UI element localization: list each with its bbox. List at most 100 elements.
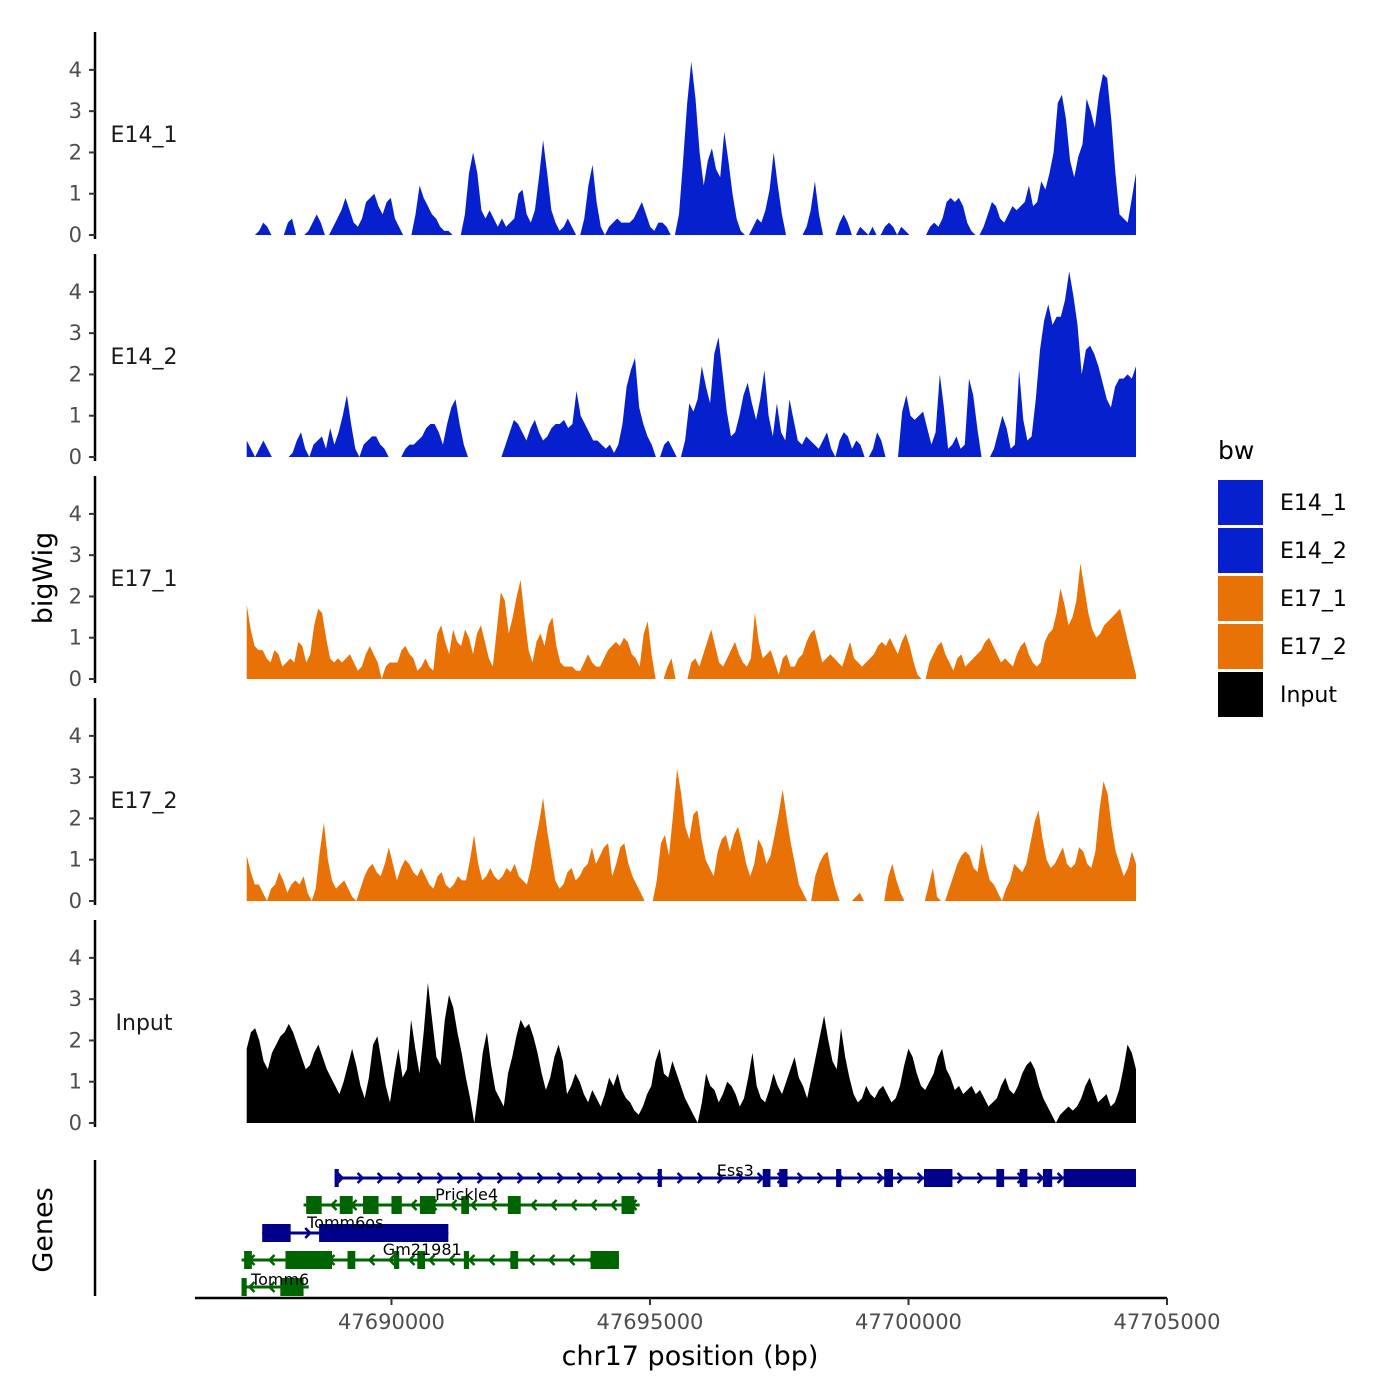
y-tick-label: 4 <box>69 280 82 304</box>
strand-arrow <box>416 1172 425 1184</box>
strand-arrow <box>456 1172 465 1184</box>
y-tick-label: 4 <box>69 58 82 82</box>
y-tick-label: 2 <box>69 1028 82 1052</box>
exon <box>419 1196 436 1214</box>
exon <box>590 1251 619 1269</box>
exon <box>391 1196 402 1214</box>
exon <box>924 1169 953 1187</box>
legend-label-e14_1: E14_1 <box>1280 491 1347 516</box>
strand-arrow <box>527 1254 536 1266</box>
strand-arrow <box>449 1199 458 1211</box>
strand-arrow <box>329 1199 338 1211</box>
exon <box>779 1169 788 1187</box>
strand-arrow <box>467 1254 476 1266</box>
signal-area-e14_2 <box>246 271 1136 457</box>
exon <box>463 1251 470 1269</box>
strand-arrow <box>596 1172 605 1184</box>
strand-arrow <box>916 1172 925 1184</box>
legend-label-e14_2: E14_2 <box>1280 539 1347 564</box>
exon <box>510 1251 519 1269</box>
exon <box>334 1169 339 1187</box>
exon <box>836 1169 842 1187</box>
strand-arrow <box>487 1254 496 1266</box>
strand-arrow <box>267 1281 276 1293</box>
y-tick-label: 1 <box>69 848 82 872</box>
x-tick-label: 47690000 <box>338 1310 445 1334</box>
exon <box>657 1169 662 1187</box>
exon <box>996 1169 1005 1187</box>
panel-e14_2: 0 1 2 3 4 E14_2 <box>69 254 1136 469</box>
y-tick-label: 1 <box>69 1070 82 1094</box>
legend-swatch-e17_1 <box>1218 576 1263 621</box>
track-label-e17_2: E17_2 <box>111 789 178 814</box>
y-tick-label: 4 <box>69 724 82 748</box>
strand-arrow <box>267 1254 276 1266</box>
y-tick-label: 1 <box>69 404 82 428</box>
strand-arrow <box>736 1172 745 1184</box>
strand-arrow <box>756 1172 765 1184</box>
panel-e14_1: 0 1 2 3 4 E14_1 <box>69 32 1136 247</box>
legend-label-e17_2: E17_2 <box>1280 635 1347 660</box>
exon <box>285 1251 333 1269</box>
legend-label-e17_1: E17_1 <box>1280 587 1347 612</box>
legend-label-input: Input <box>1280 683 1337 708</box>
y-tick-label: 4 <box>69 502 82 526</box>
y-tick-label: 3 <box>69 543 82 567</box>
y-tick-label: 4 <box>69 946 82 970</box>
strand-arrow <box>516 1172 525 1184</box>
exon <box>306 1196 322 1214</box>
y-tick-label: 2 <box>69 140 82 164</box>
gene-tomm6os: Tomm6os <box>262 1213 449 1242</box>
strand-arrow <box>476 1172 485 1184</box>
y-tick-label: 1 <box>69 182 82 206</box>
track-panels: 0 1 2 3 4 E14_1 0 1 2 3 4 E14_2 0 1 2 3 4 E17_1 0 1 2 3 4 E17_2… <box>69 32 1136 1135</box>
strand-arrow <box>556 1172 565 1184</box>
gene-label: Tomm6 <box>250 1270 309 1289</box>
strand-arrow <box>816 1172 825 1184</box>
strand-arrow <box>876 1172 885 1184</box>
y-tick-label: 2 <box>69 806 82 830</box>
track-label-input: Input <box>116 1011 173 1036</box>
exon <box>762 1169 771 1187</box>
strand-arrow <box>469 1199 478 1211</box>
strand-arrow <box>409 1199 418 1211</box>
y-tick-label: 2 <box>69 362 82 386</box>
strand-arrow <box>387 1254 396 1266</box>
strand-arrow <box>367 1254 376 1266</box>
gene-tomm6: Tomm6 <box>241 1270 309 1296</box>
y-tick-label: 3 <box>69 321 82 345</box>
y-tick-label: 0 <box>69 1111 82 1135</box>
panel-e17_1: 0 1 2 3 4 E17_1 <box>69 476 1136 691</box>
gene-label: Gm21981 <box>383 1240 462 1259</box>
gene-ess3: Ess3 <box>334 1161 1136 1187</box>
signal-area-e17_2 <box>246 768 1136 901</box>
x-axis-title: chr17 position (bp) <box>562 1341 819 1372</box>
track-label-e17_1: E17_1 <box>111 567 178 592</box>
y-tick-label: 0 <box>69 667 82 691</box>
strand-arrow <box>567 1254 576 1266</box>
x-axis: 47690000 47695000 47700000 47705000 <box>195 1296 1221 1334</box>
strand-arrow <box>356 1172 365 1184</box>
strand-arrow <box>489 1199 498 1211</box>
gene-prickle4: Prickle4 <box>303 1185 640 1214</box>
strand-arrow <box>569 1199 578 1211</box>
x-tick-label: 47705000 <box>1114 1310 1221 1334</box>
y-tick-label: 3 <box>69 765 82 789</box>
exon <box>241 1278 247 1296</box>
strand-arrow <box>436 1172 445 1184</box>
x-tick-label: 47695000 <box>597 1310 704 1334</box>
gene-gm21981: Gm21981 <box>241 1240 619 1269</box>
signal-area-e17_1 <box>246 563 1136 679</box>
strand-arrow <box>576 1172 585 1184</box>
y-tick-label: 3 <box>69 987 82 1011</box>
strand-arrow <box>616 1172 625 1184</box>
exon <box>394 1251 400 1269</box>
strand-arrow <box>1036 1172 1045 1184</box>
strand-arrow <box>956 1172 965 1184</box>
strand-arrow <box>676 1172 685 1184</box>
gene-label: Prickle4 <box>435 1185 498 1204</box>
exon <box>244 1251 252 1269</box>
legend-swatch-e14_1 <box>1218 480 1263 525</box>
exon <box>363 1196 379 1214</box>
exon <box>280 1278 304 1296</box>
